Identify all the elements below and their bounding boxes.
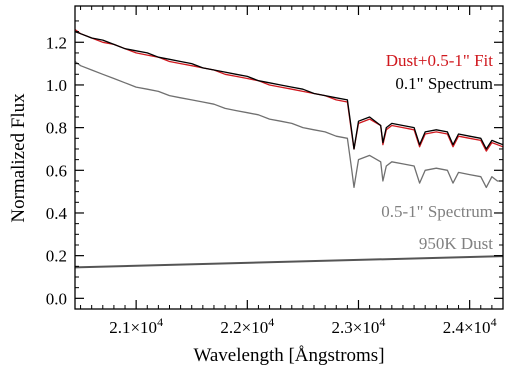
series-layer [74, 28, 504, 269]
y-tick-label: 1.2 [46, 33, 67, 52]
y-tick-label: 0.0 [46, 289, 67, 308]
series-line-0-1-spectrum [74, 30, 504, 150]
x-tick-label: 2.4×104 [443, 315, 497, 337]
series-line-950k-dust [74, 255, 504, 269]
ticks-layer [75, 6, 504, 309]
y-axis-title: Normalized Flux [8, 93, 29, 223]
legend-label-fit: Dust+0.5-1" Fit [386, 51, 493, 70]
y-tick-labels: 0.0 0.2 0.4 0.6 0.8 1.0 1.2 [46, 33, 68, 308]
x-tick-label: 2.1×104 [109, 315, 163, 337]
legend-label-0.5-1-spectrum: 0.5-1" Spectrum [381, 202, 493, 221]
legend-label-0.1-spectrum: 0.1" Spectrum [395, 74, 493, 93]
y-tick-label: 0.4 [46, 204, 68, 223]
y-tick-label: 1.0 [46, 76, 67, 95]
x-tick-label: 2.3×104 [332, 315, 386, 337]
y-tick-label: 0.8 [46, 119, 67, 138]
y-tick-label: 0.6 [46, 161, 67, 180]
legend-label-950k-dust: 950K Dust [419, 234, 493, 253]
x-axis-title: Wavelength [Ångstroms] [193, 345, 384, 366]
x-tick-label: 2.2×104 [220, 315, 274, 337]
x-tick-labels: 2.1×104 2.2×104 2.3×104 2.4×104 [109, 315, 496, 337]
plot-frame [74, 5, 504, 310]
series-line-0-5-1-spectrum [74, 60, 503, 189]
y-tick-label: 0.2 [46, 247, 67, 266]
